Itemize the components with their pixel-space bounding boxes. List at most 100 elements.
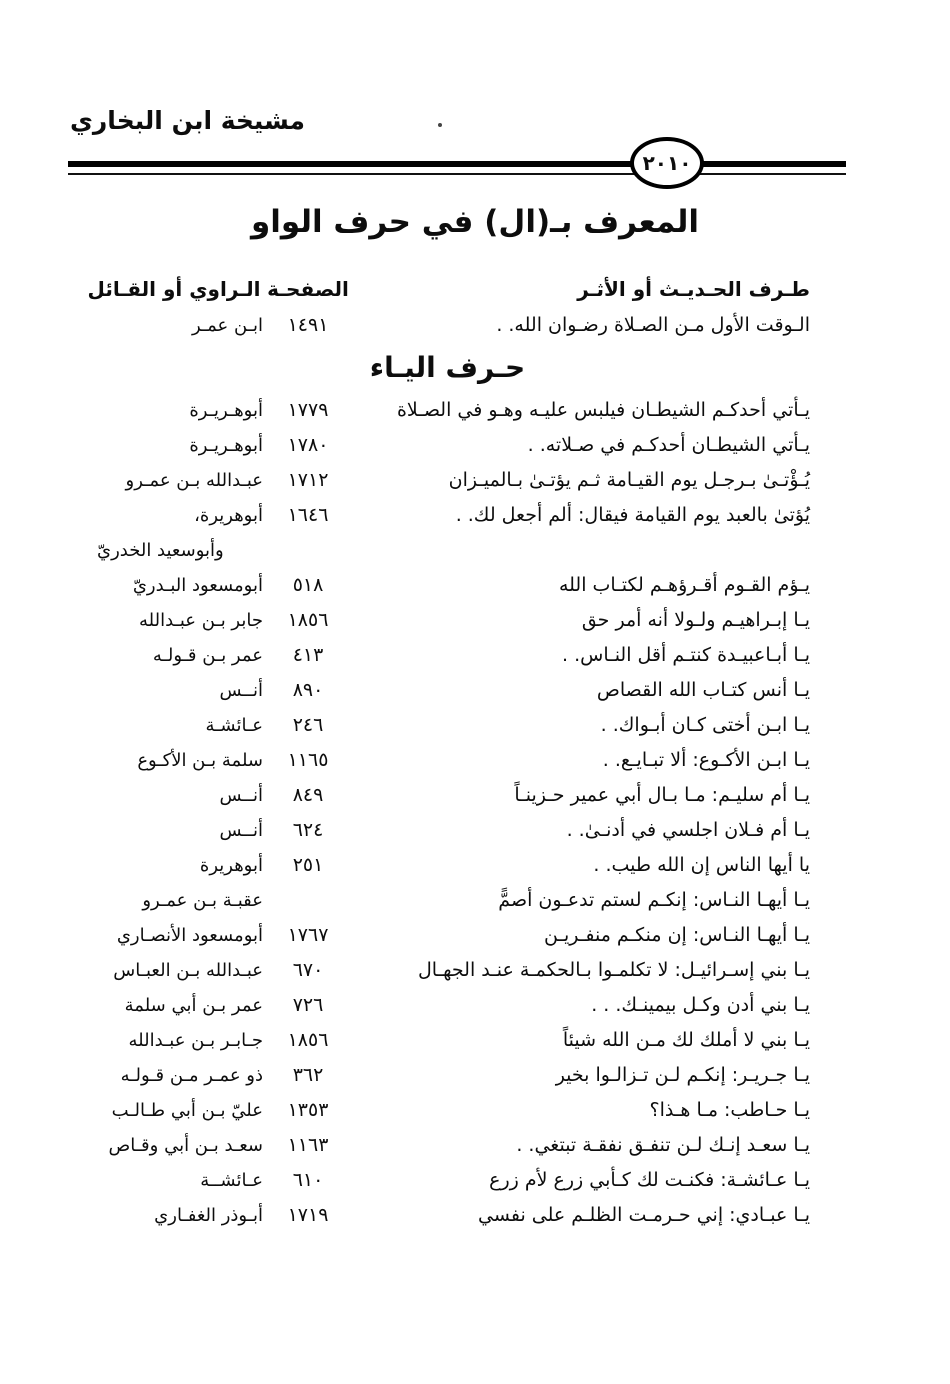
hadith-text: يـؤم القـوم أقـرؤهـم لكتـاب الله	[558, 574, 810, 596]
table-row: يـا أنس كتـاب الله القصاص ٨٩٠ أنــس	[85, 673, 810, 708]
narrator-name: ذو عمـر مـن قـولـه	[120, 1065, 263, 1086]
page-number: ١١٦٥	[287, 749, 329, 771]
narrator-name: أبوهريرة	[199, 855, 263, 876]
narrator-name: سعـد بـن أبي وقـاص	[108, 1135, 263, 1156]
table-header-row: طـرف الحـديـث أو الأثـر الصفحـة الـراوي …	[85, 270, 810, 308]
page-number-badge: ٢٠١٠	[630, 137, 704, 189]
narrator-name: عـائشــة	[200, 1170, 263, 1191]
page-number: ١٧٨٠	[287, 434, 329, 456]
narrator-name: أنــس	[219, 785, 263, 806]
hadith-index-table: طـرف الحـديـث أو الأثـر الصفحـة الـراوي …	[85, 270, 810, 1233]
hadith-text: يا أيها الناس إن الله طيب. .	[593, 854, 810, 876]
page-number: ١١٦٣	[287, 1134, 329, 1156]
page-number: ١٧٧٩	[287, 399, 329, 421]
page-number: ٨٤٩	[292, 784, 324, 806]
page-number: ٦٢٤	[292, 819, 324, 841]
hadith-text: يـا بني لا أملك لك مـن الله شيئاً	[562, 1029, 810, 1051]
page-number: ١٨٥٦	[287, 1029, 329, 1051]
hadith-text: يـا أم سليـم: مـا بـال أبي عمير حـزينـاً	[514, 784, 810, 806]
narrator-name: ابـن عمـر	[191, 315, 263, 336]
narrator-name: أبوهريرة، وأبوسعيد الخدريّ	[85, 498, 263, 568]
hadith-text: يـا أيهـا النـاس: إنكـم لستم تدعـون أصمً…	[498, 889, 810, 911]
masthead-rule-thick	[68, 161, 846, 167]
table-row: يا أيها الناس إن الله طيب. . ٢٥١ أبوهرير…	[85, 848, 810, 883]
hadith-text: يـا ابـن أختى كـان أبـواك. .	[600, 714, 810, 736]
hadith-text: يـا أيهـا النـاس: إن منكـم منفـريـن	[543, 924, 810, 946]
table-row: يـا بني لا أملك لك مـن الله شيئاً ١٨٥٦ ج…	[85, 1023, 810, 1058]
page-number: ١٨٥٦	[287, 609, 329, 631]
page-number: ١٦٤٦	[287, 504, 329, 526]
narrator-name: أنــس	[219, 680, 263, 701]
page-number: ٣٦٢	[292, 1064, 324, 1086]
table-row: يـا ابـن الأكـوع: ألا تبـايـع. . ١١٦٥ سل…	[85, 743, 810, 778]
table-row: يـا جـريـر: إنكـم لـن تـزالـوا بخير ٣٦٢ …	[85, 1058, 810, 1093]
column-header-narrator: الـراوي أو القـائل	[87, 277, 261, 301]
table-row: يـا بني إسـرائيـل: لا تكلمـوا بـالحكمـة …	[85, 953, 810, 988]
table-row: الـوقت الأول مـن الصـلاة رضـوان الله. . …	[85, 308, 810, 343]
hadith-text: الـوقت الأول مـن الصـلاة رضـوان الله. .	[496, 314, 810, 336]
page-number: ٥١٨	[292, 574, 324, 596]
narrator-name: عليّ بـن أبي طـالـب	[111, 1100, 263, 1121]
page-number: ١٣٥٣	[287, 1099, 329, 1121]
table-row: يـا بني أدن وكـل بيمينـك. . . ٧٢٦ عمر بـ…	[85, 988, 810, 1023]
table-row: يـؤم القـوم أقـرؤهـم لكتـاب الله ٥١٨ أبو…	[85, 568, 810, 603]
hadith-text: يـأتي الشيطـان أحدكـم في صـلاته. .	[527, 434, 810, 456]
narrator-name: جـابـر بـن عبـدالله	[128, 1030, 263, 1051]
narrator-name: عـائشـة	[205, 715, 264, 736]
index-rows: يـأتي أحدكـم الشيطـان فيلبس عليـه وهـو ف…	[85, 393, 810, 1233]
hadith-text: يـا بني أدن وكـل بيمينـك. . .	[591, 994, 810, 1016]
narrator-name: أبومسعود البـدريّ	[132, 575, 263, 596]
table-row: يـأتي أحدكـم الشيطـان فيلبس عليـه وهـو ف…	[85, 393, 810, 428]
table-row: يُؤتىٰ بالعبد يوم القيامة فيقال: ألم أجع…	[85, 498, 810, 568]
narrator-name: عبـدالله بـن العبـاس	[113, 960, 263, 981]
page-number: ٢٥١	[292, 854, 324, 876]
column-header-hadith: طـرف الحـديـث أو الأثـر	[577, 277, 810, 301]
hadith-text: يُؤتىٰ بالعبد يوم القيامة فيقال: ألم أجع…	[455, 504, 810, 526]
hadith-text: يـا عبـادي: إني حـرمـت الظلـم على نفسي	[478, 1204, 810, 1226]
hadith-text: يـا ابـن الأكـوع: ألا تبـايـع. .	[602, 749, 810, 771]
table-row: يـا أيهـا النـاس: إن منكـم منفـريـن ١٧٦٧…	[85, 918, 810, 953]
table-row: يـا حـاطب: مـا هـذا؟ ١٣٥٣ عليّ بـن أبي ط…	[85, 1093, 810, 1128]
table-row: يـا عـائشـة: فكنـت لك كـأبي زرع لأم زرع …	[85, 1163, 810, 1198]
chapter-title: المعرف بـ(ال) في حرف الواو	[250, 204, 699, 240]
page-number: ١٧١٢	[287, 469, 329, 491]
narrator-name: أبـوذر الغفـاري	[154, 1205, 263, 1226]
hadith-text: يـا أم فـلان اجلسي في أدنـىٰ. .	[566, 819, 810, 841]
table-row: يـا أم فـلان اجلسي في أدنـىٰ. . ٦٢٤ أنــ…	[85, 813, 810, 848]
hadith-text: يـا سعـد إنـك لـن تنفـق نفقـة تبتغي. .	[516, 1134, 810, 1156]
intro-rows: الـوقت الأول مـن الصـلاة رضـوان الله. . …	[85, 308, 810, 343]
masthead-rule-thin	[68, 173, 846, 175]
page-number	[263, 883, 353, 918]
table-row: يـأتي الشيطـان أحدكـم في صـلاته. . ١٧٨٠ …	[85, 428, 810, 463]
table-row: يـا ابـن أختى كـان أبـواك. . ٢٤٦ عـائشـة	[85, 708, 811, 743]
page-number: ٧٢٦	[292, 994, 324, 1016]
ink-speck	[438, 123, 442, 127]
narrator-name: عقبـة بـن عمـرو	[142, 890, 263, 911]
masthead: مشيخة ابن البخاري ٢٠١٠	[0, 0, 950, 192]
table-row: يـا أم سليـم: مـا بـال أبي عمير حـزينـاً…	[85, 778, 810, 813]
hadith-text: يـأتي أحدكـم الشيطـان فيلبس عليـه وهـو ف…	[396, 399, 810, 421]
page-number: ١٧٦٧	[287, 924, 329, 946]
page-number: ١٤٩١	[287, 314, 329, 336]
hadith-text: يـا أبـاعبيـدة كنتـم أقل النـاس. .	[562, 644, 810, 666]
narrator-name: عمر بـن قـولـه	[152, 645, 263, 666]
page-number: ٤١٣	[292, 644, 324, 666]
table-row: يـا عبـادي: إني حـرمـت الظلـم على نفسي ١…	[85, 1198, 810, 1233]
hadith-text: يـا إبـراهيـم ولـولا أنه أمر حق	[581, 609, 810, 631]
table-row: يـا إبـراهيـم ولـولا أنه أمر حق ١٨٥٦ جاب…	[85, 603, 810, 638]
book-title: مشيخة ابن البخاري	[70, 106, 306, 135]
narrator-name: سلمة بـن الأكـوع	[137, 750, 263, 771]
hadith-text: يـا حـاطب: مـا هـذا؟	[649, 1099, 811, 1121]
page-number-value: ٢٠١٠	[642, 151, 692, 175]
letter-section-heading: حـرف اليـاء	[369, 351, 526, 384]
narrator-name: أبومسعود الأنصـاري	[116, 925, 263, 946]
hadith-text: يـا أنس كتـاب الله القصاص	[596, 679, 810, 701]
column-header-page: الصفحـة	[267, 277, 349, 301]
table-row: يـا أيهـا النـاس: إنكـم لستم تدعـون أصمً…	[85, 883, 810, 918]
narrator-name: جابر بـن عبـدالله	[139, 610, 263, 631]
page-number: ٦٧٠	[292, 959, 324, 981]
page-number: ٢٤٦	[292, 714, 324, 736]
narrator-name: عمر بـن أبي سلمة	[124, 995, 263, 1016]
page-number: ١٧١٩	[287, 1204, 329, 1226]
